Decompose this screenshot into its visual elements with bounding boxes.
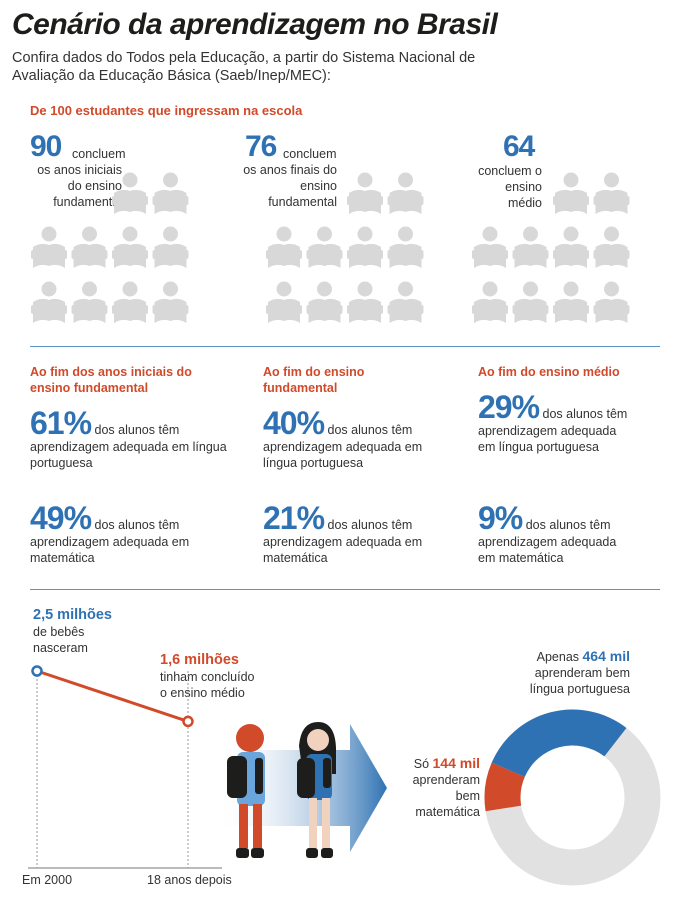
divider-1 xyxy=(30,346,660,347)
girl-icon xyxy=(297,722,336,858)
student-icon xyxy=(266,226,302,268)
student-icon xyxy=(553,172,589,214)
student-icon xyxy=(512,281,549,323)
x-label-start: Em 2000 xyxy=(22,873,73,887)
student-icon xyxy=(152,226,189,268)
stat-value: 61% xyxy=(30,405,92,441)
students-section-title: De 100 estudantes que ingressam na escol… xyxy=(30,103,303,118)
student-icon xyxy=(472,281,508,323)
learning-donut-chart xyxy=(484,709,661,886)
data-point xyxy=(182,715,194,728)
divider-2 xyxy=(30,589,660,590)
student-icon xyxy=(347,281,383,323)
student-icon xyxy=(387,281,424,323)
group-3-number: 64 xyxy=(503,130,535,163)
boy-icon xyxy=(227,724,265,858)
student-icon xyxy=(387,226,424,268)
student-icon xyxy=(266,281,302,323)
math-label: Só 144 mil aprenderam bem matemática xyxy=(412,755,480,819)
group-1-number: 90 xyxy=(30,130,62,163)
series-line xyxy=(36,669,189,723)
stat-value: 21% xyxy=(263,500,325,536)
student-icon xyxy=(112,281,148,323)
stat-value: 40% xyxy=(263,405,325,441)
student-icon xyxy=(31,226,67,268)
student-icon xyxy=(306,281,343,323)
student-icon xyxy=(112,226,148,268)
students-illustration xyxy=(215,722,387,858)
student-icon xyxy=(152,172,189,214)
student-icon-grid xyxy=(31,172,630,323)
student-icon xyxy=(553,281,589,323)
page-title: Cenário da aprendizagem no Brasil xyxy=(12,8,498,41)
student-icon xyxy=(31,281,67,323)
group-2-number: 76 xyxy=(245,130,277,163)
group-1-text: concluem os anos iniciais do ensino fund… xyxy=(37,147,126,209)
student-icon xyxy=(512,226,549,268)
portuguese-label: Apenas 464 mil aprenderam bem língua por… xyxy=(529,648,630,696)
student-icon xyxy=(112,172,148,214)
stats-col-2-heading: Ao fim do ensino fundamental xyxy=(263,365,365,395)
group-3-text: concluem o ensino médio xyxy=(478,164,542,210)
completed-label: 1,6 milhões tinham concluído o ensino mé… xyxy=(160,652,255,700)
births-label: 2,5 milhões de bebês nasceram xyxy=(33,607,112,655)
student-icon xyxy=(347,226,383,268)
stats-col-1-math: 49% dos alunos têm aprendizagem adequada… xyxy=(30,500,190,565)
student-icon xyxy=(71,281,108,323)
stat-value: 29% xyxy=(478,389,540,425)
student-icon xyxy=(347,172,383,214)
stats-col-1-heading: Ao fim dos anos iniciais do ensino funda… xyxy=(30,365,192,395)
page-subtitle: Confira dados do Todos pela Educação, a … xyxy=(12,50,476,84)
births-line-chart xyxy=(28,665,222,869)
student-icon xyxy=(152,281,189,323)
student-icon xyxy=(593,172,630,214)
stat-value: 49% xyxy=(30,500,92,536)
stats-col-3-heading: Ao fim do ensino médio xyxy=(478,365,620,379)
stat-value: 9% xyxy=(478,500,523,536)
student-icon xyxy=(593,281,630,323)
student-icon xyxy=(387,172,424,214)
student-icon xyxy=(306,226,343,268)
student-icon xyxy=(553,226,589,268)
x-label-end: 18 anos depois xyxy=(147,873,232,887)
stats-col-1-portuguese: 61% dos alunos têm aprendizagem adequada… xyxy=(30,405,227,470)
stats-col-2-math: 21% dos alunos têm aprendizagem adequada… xyxy=(263,500,423,565)
stats-col-3-portuguese: 29% dos alunos têm aprendizagem adequada… xyxy=(478,389,628,454)
group-2-text: concluem os anos finais do ensino fundam… xyxy=(243,147,337,209)
stats-col-3-math: 9% dos alunos têm aprendizagem adequada … xyxy=(478,500,617,565)
data-point xyxy=(31,665,43,677)
student-icon xyxy=(71,226,108,268)
student-icon xyxy=(593,226,630,268)
student-icon xyxy=(472,226,508,268)
donut-slice-portuguese xyxy=(491,709,627,777)
donut-slice-math xyxy=(484,762,525,812)
stats-col-2-portuguese: 40% dos alunos têm aprendizagem adequada… xyxy=(263,405,423,470)
